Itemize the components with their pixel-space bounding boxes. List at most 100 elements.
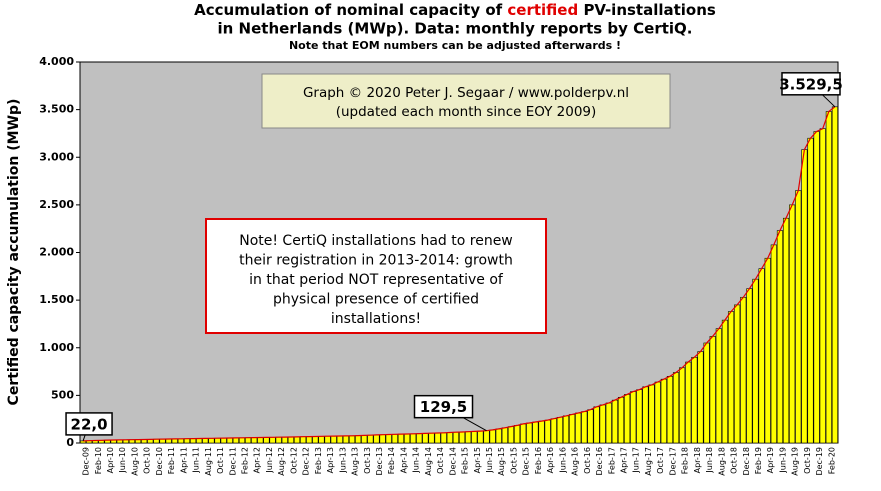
annotation-line: their registration in 2013-2014: growth <box>239 253 513 269</box>
annotation: Note! CertiQ installations had to renew t… <box>239 233 513 327</box>
bar <box>361 435 368 444</box>
title-highlight: certified <box>507 1 578 19</box>
trend-line <box>83 106 836 442</box>
callout-box <box>413 394 474 419</box>
bar <box>190 438 197 444</box>
title-part: PV-installations <box>578 1 716 19</box>
bar <box>465 431 472 444</box>
x-tick-label: Oct-14 <box>436 447 445 474</box>
bar <box>336 435 343 444</box>
bar <box>257 437 264 444</box>
bar <box>758 268 765 444</box>
bar <box>489 429 496 444</box>
x-tick-label: Feb-10 <box>94 447 103 474</box>
bar <box>428 432 435 444</box>
bar <box>501 427 508 444</box>
value-label: 129,5 <box>420 398 467 416</box>
chart-title: Accumulation of nominal capacity of cert… <box>194 1 716 19</box>
credit-text: (updated each month since EOY 2009) <box>336 104 597 120</box>
x-tick-label: Jun-14 <box>412 447 421 474</box>
y-tick-label: 2.000 <box>39 246 74 259</box>
x-tick-label: Apr-14 <box>399 447 408 473</box>
x-tick-label: Aug-11 <box>204 447 213 476</box>
bar <box>734 304 741 444</box>
bar <box>642 386 649 444</box>
bar <box>446 432 453 444</box>
x-tick-label: Jun-15 <box>485 447 494 474</box>
y-tick-label: 0 <box>66 436 74 449</box>
bar <box>538 420 545 444</box>
bar <box>801 149 808 444</box>
x-tick-label: Apr-13 <box>326 447 335 473</box>
x-tick-label: Apr-15 <box>473 447 482 473</box>
bar <box>703 342 710 444</box>
bar <box>403 433 411 444</box>
y-tick-label: 3.000 <box>39 150 74 163</box>
x-tick-label: Oct-12 <box>289 447 298 474</box>
credit-text: Graph © 2020 Peter J. Segaar / www.polde… <box>303 85 629 101</box>
bar <box>324 435 331 444</box>
bar <box>245 437 252 444</box>
bar <box>679 367 686 444</box>
x-tick-label: Aug-15 <box>497 447 506 476</box>
bar <box>660 378 667 444</box>
bar <box>746 288 753 444</box>
x-tick-label: Dec-15 <box>522 447 531 476</box>
bar <box>312 436 319 444</box>
bar <box>238 437 246 444</box>
y-tick-label: 4.000 <box>39 55 74 68</box>
annotation-line: Note! CertiQ installations had to renew <box>239 233 513 249</box>
bar <box>251 437 258 444</box>
x-tick-label: Aug-19 <box>791 447 800 476</box>
bar <box>202 438 209 444</box>
bar <box>300 436 307 444</box>
x-tick-label: Dec-18 <box>742 447 751 476</box>
x-tick-label: Jun-12 <box>265 447 274 474</box>
x-tick-label: Apr-19 <box>766 447 775 473</box>
bar <box>367 434 374 444</box>
bar <box>569 414 576 444</box>
bar <box>672 372 680 444</box>
bar <box>740 296 747 444</box>
bar <box>575 412 582 444</box>
bar <box>587 409 594 444</box>
callout-box <box>781 72 841 96</box>
x-tick-label: Aug-12 <box>277 447 286 476</box>
bar <box>306 436 313 444</box>
bar <box>452 431 459 444</box>
bar <box>544 419 551 444</box>
x-tick-label: Feb-19 <box>754 447 763 474</box>
y-tick-label: 1.500 <box>39 293 74 306</box>
bar <box>208 438 215 444</box>
x-tick-label: Apr-12 <box>253 447 262 473</box>
x-tick-label: Oct-11 <box>216 447 225 474</box>
bar <box>727 311 735 444</box>
bar <box>715 328 722 444</box>
value-label: 3.529,5 <box>779 75 843 93</box>
bar <box>459 431 466 444</box>
bar <box>287 436 294 444</box>
bar <box>752 278 759 444</box>
bar <box>691 356 698 444</box>
bar <box>196 438 203 444</box>
x-tick-label: Oct-13 <box>363 447 372 474</box>
bar <box>391 434 398 444</box>
bar <box>807 137 814 444</box>
x-tick-label: Feb-16 <box>534 447 543 474</box>
bar <box>782 217 790 444</box>
x-tick-label: Dec-11 <box>228 447 237 476</box>
bar <box>220 437 227 444</box>
bar <box>269 436 276 444</box>
x-tick-label: Oct-18 <box>730 447 739 474</box>
bar <box>764 257 771 444</box>
credit-box <box>261 73 671 129</box>
x-tick-label: Dec-13 <box>375 447 384 476</box>
bar <box>581 411 588 444</box>
x-tick-label: Apr-11 <box>179 447 188 473</box>
bar <box>514 425 521 444</box>
y-tick-label: 3.500 <box>39 103 74 116</box>
bar <box>232 437 239 444</box>
x-tick-label: Oct-10 <box>143 447 152 474</box>
bar <box>355 435 362 444</box>
